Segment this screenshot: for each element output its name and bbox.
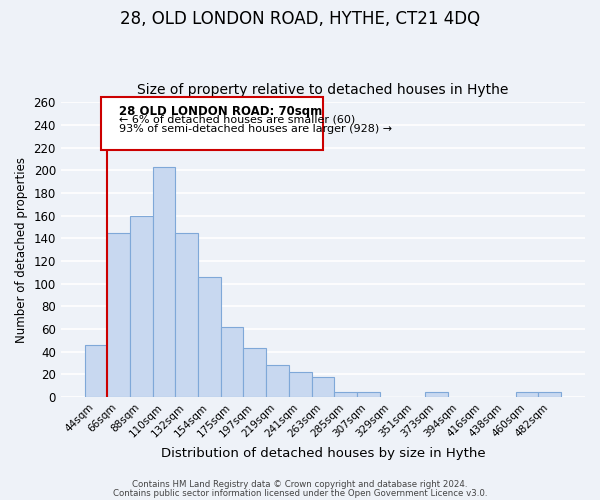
Bar xyxy=(198,277,221,397)
Bar xyxy=(244,348,266,397)
Text: ← 6% of detached houses are smaller (60): ← 6% of detached houses are smaller (60) xyxy=(119,115,355,125)
Bar xyxy=(107,232,130,397)
Bar xyxy=(357,392,380,397)
Bar xyxy=(130,216,152,397)
Bar xyxy=(152,167,175,397)
X-axis label: Distribution of detached houses by size in Hythe: Distribution of detached houses by size … xyxy=(161,447,485,460)
Bar xyxy=(425,392,448,397)
Bar xyxy=(175,232,198,397)
Bar xyxy=(85,345,107,397)
Y-axis label: Number of detached properties: Number of detached properties xyxy=(15,156,28,342)
Bar xyxy=(266,365,289,397)
FancyBboxPatch shape xyxy=(101,98,323,150)
Text: 93% of semi-detached houses are larger (928) →: 93% of semi-detached houses are larger (… xyxy=(119,124,392,134)
Title: Size of property relative to detached houses in Hythe: Size of property relative to detached ho… xyxy=(137,83,509,97)
Bar xyxy=(334,392,357,397)
Text: Contains HM Land Registry data © Crown copyright and database right 2024.: Contains HM Land Registry data © Crown c… xyxy=(132,480,468,489)
Text: 28, OLD LONDON ROAD, HYTHE, CT21 4DQ: 28, OLD LONDON ROAD, HYTHE, CT21 4DQ xyxy=(120,10,480,28)
Bar xyxy=(538,392,561,397)
Text: 28 OLD LONDON ROAD: 70sqm: 28 OLD LONDON ROAD: 70sqm xyxy=(119,104,322,118)
Bar xyxy=(516,392,538,397)
Text: Contains public sector information licensed under the Open Government Licence v3: Contains public sector information licen… xyxy=(113,488,487,498)
Bar xyxy=(289,372,311,397)
Bar xyxy=(221,326,244,397)
Bar xyxy=(311,376,334,397)
